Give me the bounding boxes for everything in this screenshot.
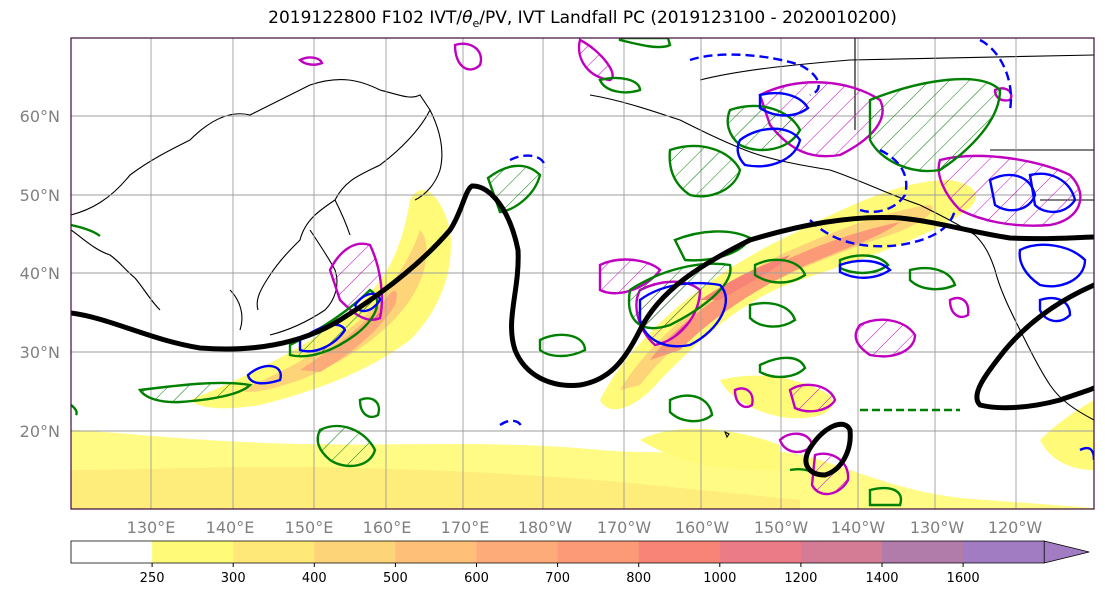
- colorbar-segment: [233, 541, 315, 563]
- colorbar-labels: 250 300 400 500 600 700 800 1000 1200 1400 1600: [140, 563, 980, 586]
- graticule: [71, 38, 1094, 509]
- colorbar-tick-label: 600: [464, 571, 489, 586]
- colorbar-segment: [800, 541, 883, 563]
- lon-label: 140°E: [206, 518, 255, 537]
- map-frame: [70, 37, 1095, 510]
- lat-label: 50°N: [20, 186, 60, 205]
- lon-label: 130°E: [127, 518, 176, 537]
- ivt-landfall-pc-contours: [71, 183, 1094, 478]
- colorbar-tick-label: 1200: [784, 571, 817, 586]
- longitude-labels: 130°E 140°E 150°E 160°E 170°E 180°W 170°…: [127, 518, 1043, 537]
- colorbar-tick-label: 400: [302, 571, 327, 586]
- lat-label: 20°N: [20, 422, 60, 441]
- lon-label: 160°E: [363, 518, 412, 537]
- lon-label: 160°W: [675, 518, 730, 537]
- colorbar-segment: [638, 541, 721, 563]
- colorbar: [70, 540, 1090, 564]
- lon-label: 150°E: [285, 518, 334, 537]
- lat-label: 30°N: [20, 343, 60, 362]
- colorbar-extend-arrow: [1043, 540, 1090, 564]
- colorbar-tick-label: 500: [383, 571, 408, 586]
- lon-label: 150°W: [754, 518, 809, 537]
- lon-label: 170°E: [441, 518, 490, 537]
- lat-label: 60°N: [20, 107, 60, 126]
- colorbar-tick-label: 800: [626, 571, 651, 586]
- map-panel: [71, 38, 1094, 509]
- colorbar-tick-label: 1000: [703, 571, 736, 586]
- colorbar-tick-label: 300: [221, 571, 246, 586]
- colorbar-segment: [557, 541, 640, 563]
- colorbar-segment: [152, 541, 234, 563]
- lat-label: 40°N: [20, 264, 60, 283]
- colorbar-tick-label: 250: [140, 571, 165, 586]
- colorbar-segment: [476, 541, 559, 563]
- colorbar-segment: [395, 541, 477, 563]
- colorbar-segment: [314, 541, 396, 563]
- colorbar-tick-label: 700: [545, 571, 570, 586]
- lon-label: 130°W: [910, 518, 965, 537]
- latitude-labels: 60°N 50°N 40°N 30°N 20°N: [20, 107, 60, 441]
- colorbar-segment: [71, 541, 153, 563]
- lon-label: 120°W: [988, 518, 1043, 537]
- lon-label: 180°W: [518, 518, 573, 537]
- colorbar-tick-label: 1600: [947, 571, 980, 586]
- lon-label: 140°W: [831, 518, 886, 537]
- colorbar-segment: [882, 541, 964, 563]
- lon-label: 170°W: [597, 518, 652, 537]
- colorbar-tick-label: 1400: [865, 571, 898, 586]
- map-title: 2019122800 F102 IVT/θe/PV, IVT Landfall …: [268, 8, 897, 30]
- colorbar-segment: [963, 541, 1045, 563]
- colorbar-segment: [719, 541, 802, 563]
